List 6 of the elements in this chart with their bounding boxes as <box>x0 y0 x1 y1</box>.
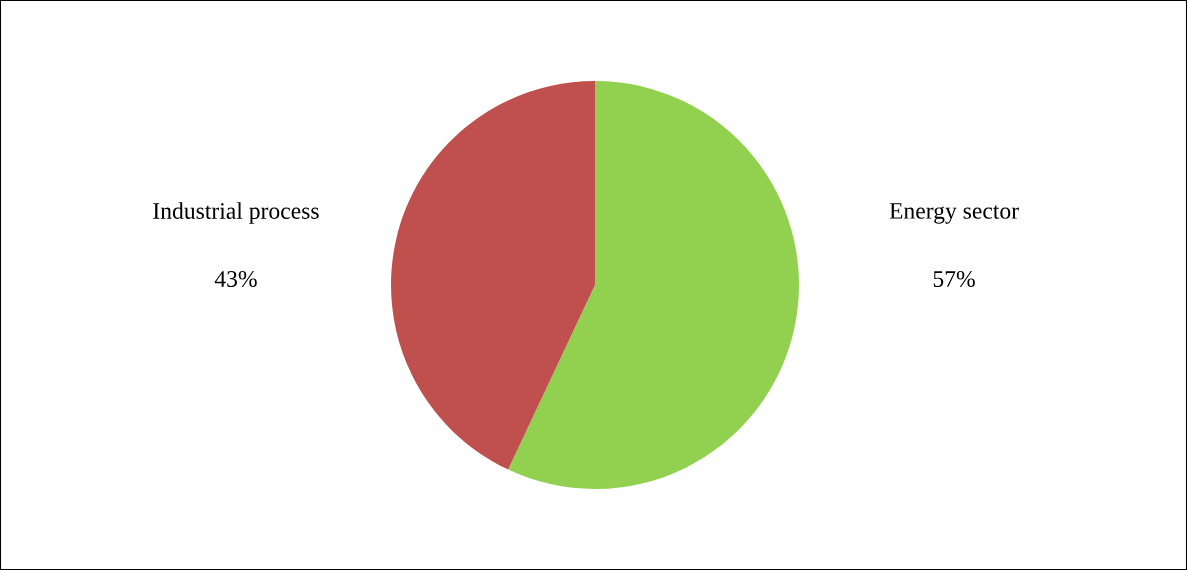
pie-slice <box>508 81 799 489</box>
data-label: 57% <box>933 270 975 287</box>
data-label: 43% <box>214 270 257 287</box>
slice-label: Energy sector <box>889 203 1019 224</box>
slice-label: Industrial process <box>153 202 319 224</box>
pie-slice <box>391 81 595 470</box>
